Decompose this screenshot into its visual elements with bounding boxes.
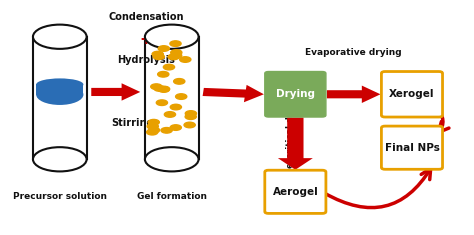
Circle shape — [171, 50, 182, 55]
FancyBboxPatch shape — [265, 71, 326, 117]
Ellipse shape — [33, 147, 87, 171]
FancyArrow shape — [278, 118, 313, 170]
Circle shape — [170, 104, 182, 110]
Bar — [33, 37, 87, 159]
Text: Aerogel: Aerogel — [273, 187, 318, 197]
Circle shape — [156, 100, 167, 106]
FancyArrow shape — [91, 83, 140, 101]
Text: Hydrolysis: Hydrolysis — [117, 55, 175, 65]
Text: Xerogel: Xerogel — [389, 89, 435, 99]
Ellipse shape — [36, 78, 83, 90]
Circle shape — [185, 111, 197, 116]
FancyArrow shape — [202, 85, 264, 102]
Circle shape — [151, 84, 162, 90]
Circle shape — [147, 124, 158, 129]
Circle shape — [148, 127, 160, 133]
Circle shape — [158, 71, 169, 77]
Circle shape — [153, 54, 164, 59]
Ellipse shape — [145, 25, 199, 49]
Circle shape — [168, 54, 179, 60]
Circle shape — [158, 46, 169, 51]
Circle shape — [158, 87, 169, 92]
FancyBboxPatch shape — [265, 170, 326, 213]
FancyBboxPatch shape — [382, 71, 443, 117]
FancyArrow shape — [327, 86, 381, 103]
Circle shape — [173, 78, 185, 84]
Circle shape — [152, 51, 164, 57]
Circle shape — [171, 53, 182, 58]
Circle shape — [175, 94, 187, 99]
Circle shape — [180, 57, 191, 62]
Bar — [36, 84, 83, 95]
Circle shape — [148, 119, 159, 125]
Text: Supercritical drying: Supercritical drying — [286, 91, 295, 186]
Text: +: + — [140, 31, 153, 47]
Circle shape — [170, 125, 182, 130]
Circle shape — [170, 41, 181, 46]
Circle shape — [161, 128, 172, 133]
Text: Evaporative drying: Evaporative drying — [305, 48, 402, 57]
Circle shape — [184, 122, 195, 128]
Text: Drying: Drying — [276, 89, 315, 99]
Circle shape — [164, 64, 174, 70]
Ellipse shape — [36, 84, 83, 105]
Ellipse shape — [145, 147, 199, 171]
FancyBboxPatch shape — [382, 126, 443, 169]
Circle shape — [185, 114, 196, 119]
Circle shape — [164, 112, 175, 117]
Ellipse shape — [33, 25, 87, 49]
Circle shape — [158, 86, 170, 92]
Text: Condensation: Condensation — [109, 12, 184, 22]
Circle shape — [154, 86, 165, 91]
Bar — [145, 37, 199, 159]
Text: Gel formation: Gel formation — [137, 192, 207, 201]
Text: Final NPs: Final NPs — [384, 143, 439, 153]
Text: Stirring: Stirring — [111, 118, 154, 128]
Circle shape — [146, 129, 158, 135]
Text: Precursor solution: Precursor solution — [13, 192, 107, 201]
